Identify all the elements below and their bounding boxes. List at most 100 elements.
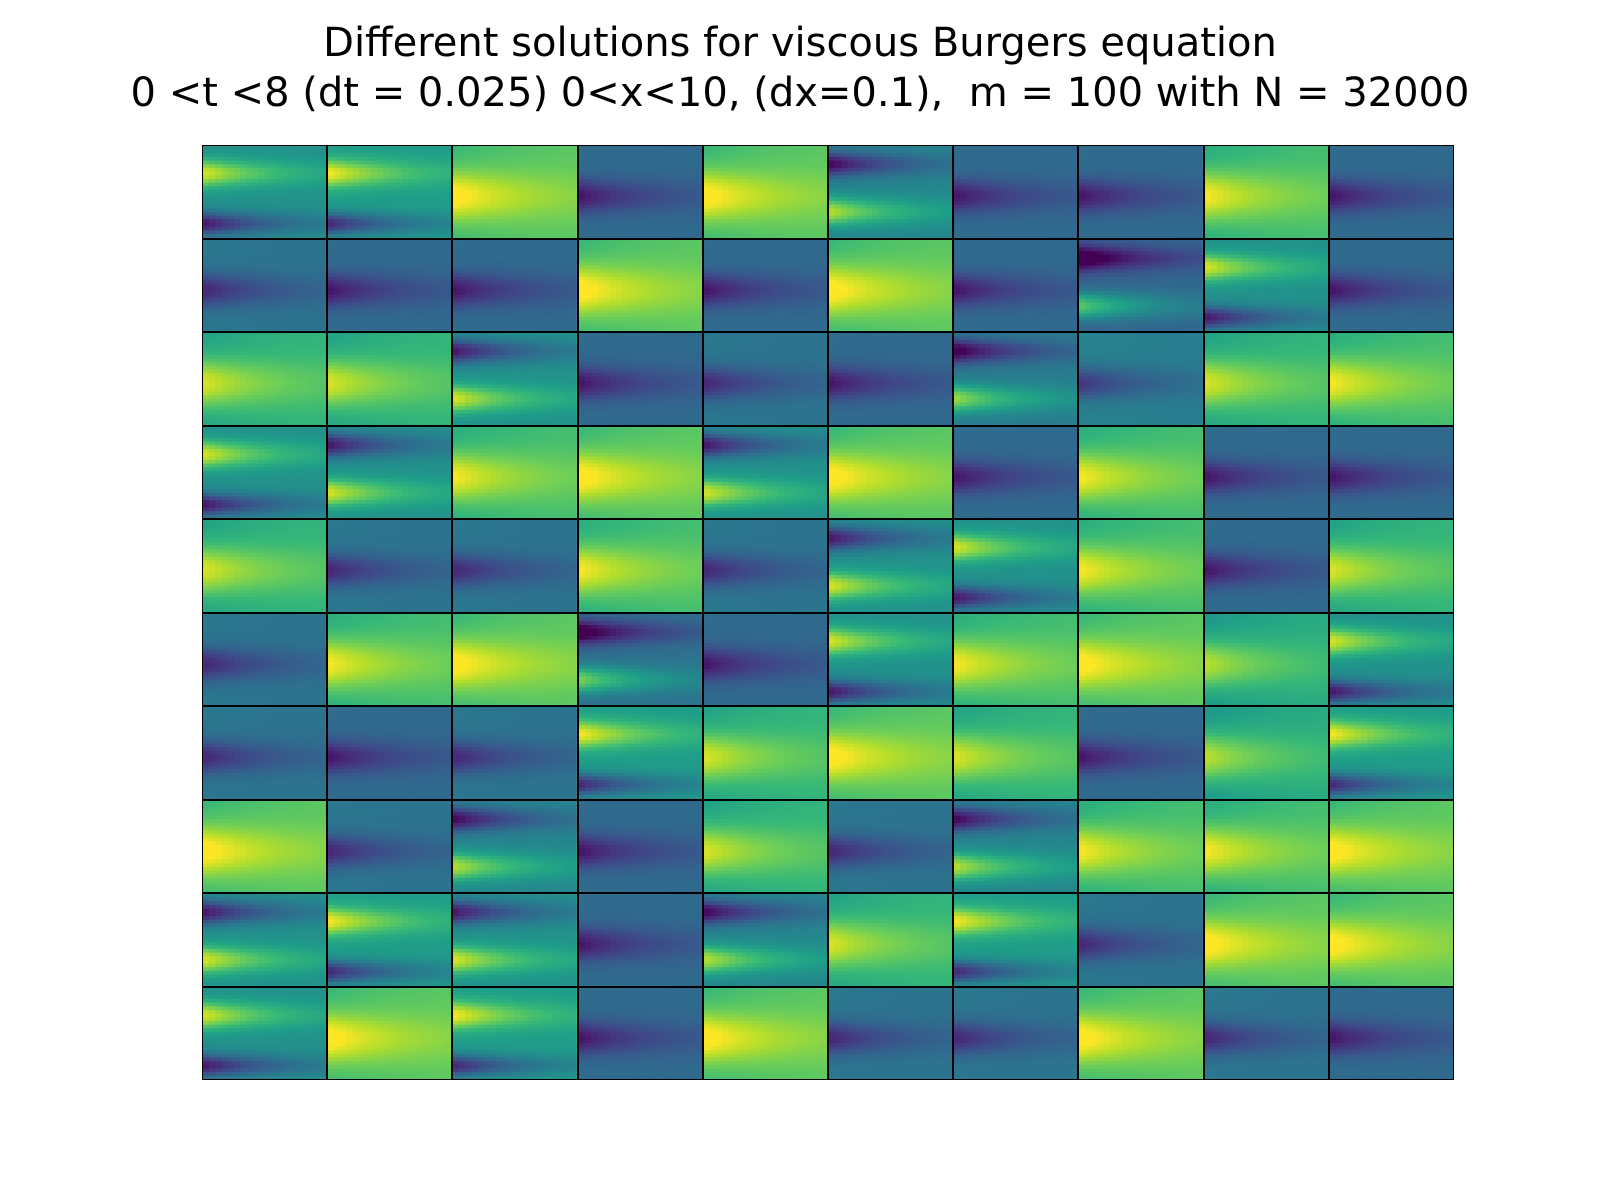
heatmap-pixel (1296, 211, 1304, 217)
heatmap-pixel (997, 160, 1005, 166)
heatmap-pixel (1321, 222, 1328, 228)
heatmap-pixel (915, 156, 923, 162)
heatmap-pixel (1159, 200, 1167, 206)
heatmap-pixel (1260, 189, 1267, 195)
heatmap-pixel (1015, 219, 1023, 224)
heatmap-pixel (658, 193, 666, 198)
heatmap-pixel (709, 226, 717, 231)
heatmap-pixel (459, 226, 467, 231)
heatmap-pixel (884, 193, 892, 198)
heatmap-pixel (395, 215, 403, 220)
heatmap-pixel (1446, 215, 1453, 220)
heatmap-panel-image (203, 146, 327, 238)
heatmap-pixel (783, 156, 791, 162)
heatmap-pixel (677, 164, 685, 169)
heatmap-pixel (1140, 149, 1148, 155)
heatmap-pixel (872, 219, 880, 224)
heatmap-pixel (890, 211, 898, 217)
heatmap-pixel (1366, 156, 1374, 162)
heatmap-pixel (1366, 182, 1374, 187)
heatmap-pixel (627, 167, 635, 173)
heatmap-pixel (564, 208, 572, 213)
heatmap-pixel (646, 167, 654, 173)
heatmap-pixel (689, 164, 697, 169)
heatmap-pixel (558, 204, 566, 209)
heatmap-pixel (1190, 219, 1198, 224)
heatmap-pixel (246, 222, 254, 228)
heatmap-pixel (514, 156, 522, 162)
heatmap-pixel (1153, 146, 1161, 151)
heatmap-pixel (551, 189, 559, 195)
heatmap-pixel (1253, 160, 1261, 166)
heatmap-pixel (533, 153, 541, 158)
heatmap-pixel (1329, 189, 1337, 195)
heatmap-pixel (395, 167, 403, 173)
heatmap-pixel (759, 178, 767, 184)
heatmap-pixel (796, 156, 804, 162)
heatmap-pixel (670, 230, 678, 235)
heatmap-pixel (365, 149, 373, 155)
heatmap-pixel (252, 189, 260, 195)
heatmap-pixel (689, 175, 697, 180)
heatmap-pixel (1446, 204, 1453, 209)
heatmap-pixel (722, 149, 730, 155)
heatmap-pixel (1379, 215, 1386, 220)
heatmap-pixel (1015, 230, 1023, 235)
heatmap-pixel (796, 233, 804, 238)
heatmap-pixel (872, 178, 880, 184)
heatmap-pixel (270, 171, 278, 177)
heatmap-pixel (703, 178, 711, 184)
heatmap-pixel (402, 171, 410, 177)
heatmap-pixel (896, 193, 904, 198)
heatmap-pixel (1329, 200, 1337, 206)
heatmap-pixel (564, 226, 572, 231)
heatmap-pixel (1079, 149, 1087, 155)
heatmap-pixel (496, 230, 504, 235)
heatmap-pixel (1397, 186, 1405, 191)
heatmap-pixel (658, 175, 666, 180)
heatmap-pixel (1348, 178, 1356, 184)
heatmap-pixel (471, 182, 479, 187)
heatmap-pixel (1104, 167, 1111, 173)
heatmap-pixel (1360, 204, 1368, 209)
heatmap-pixel (1253, 219, 1261, 224)
heatmap-pixel (352, 186, 360, 191)
heatmap-pixel (1366, 149, 1374, 155)
heatmap-pixel (909, 215, 916, 220)
heatmap-pixel (471, 208, 479, 213)
heatmap-pixel (1015, 215, 1023, 220)
heatmap-pixel (283, 171, 290, 177)
heatmap-pixel (340, 189, 348, 195)
heatmap-pixel (808, 178, 816, 184)
heatmap-pixel (1303, 178, 1311, 184)
heatmap-pixel (954, 226, 962, 231)
heatmap-pixel (233, 146, 241, 151)
heatmap-pixel (1397, 222, 1405, 228)
heatmap-pixel (414, 230, 422, 235)
heatmap-pixel (313, 146, 321, 151)
heatmap-pixel (677, 153, 685, 158)
heatmap-pixel (841, 182, 849, 187)
heatmap-pixel (1360, 189, 1368, 195)
heatmap-pixel (960, 153, 968, 158)
heatmap-pixel (1216, 222, 1224, 228)
heatmap-pixel (652, 189, 660, 195)
heatmap-pixel (1052, 167, 1060, 173)
heatmap-pixel (258, 149, 266, 155)
heatmap-pixel (841, 178, 849, 184)
heatmap-pixel (1058, 149, 1066, 155)
heatmap-pixel (1110, 233, 1118, 238)
heatmap-pixel (1235, 156, 1243, 162)
heatmap-pixel (1110, 197, 1118, 202)
heatmap-pixel (802, 182, 810, 187)
heatmap-pixel (1446, 164, 1453, 169)
heatmap-pixel (1091, 164, 1099, 169)
heatmap-pixel (239, 146, 247, 151)
heatmap-pixel (334, 197, 342, 202)
heatmap-pixel (820, 167, 827, 173)
heatmap-pixel (783, 204, 791, 209)
heatmap-pixel (365, 160, 373, 166)
heatmap-pixel (740, 156, 748, 162)
heatmap-pixel (1003, 153, 1011, 158)
heatmap-pixel (890, 193, 898, 198)
